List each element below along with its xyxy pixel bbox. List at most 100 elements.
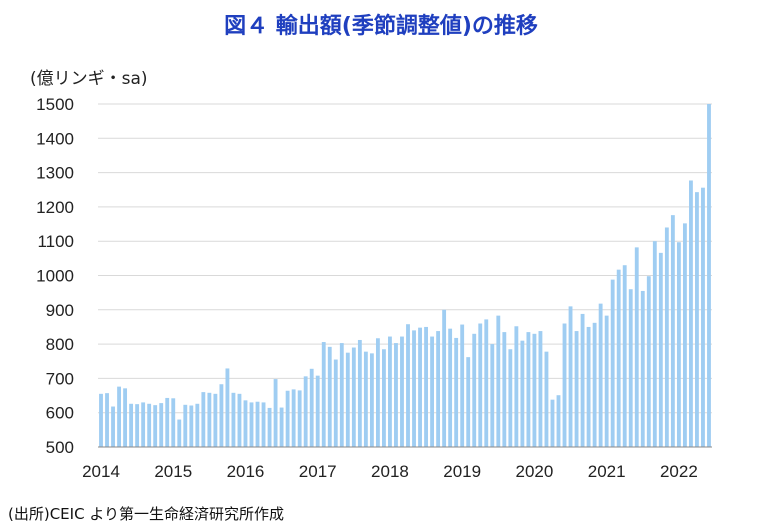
bar (676, 242, 681, 447)
bar (375, 338, 380, 447)
bar (460, 324, 465, 447)
bar (442, 309, 447, 447)
bar (147, 403, 152, 447)
bar (261, 402, 266, 447)
bar (526, 332, 531, 447)
y-tick-label: 900 (46, 301, 74, 320)
bar (574, 331, 579, 447)
bar (400, 336, 404, 447)
x-tick-label: 2017 (299, 462, 337, 481)
y-tick-label: 1300 (36, 164, 74, 183)
bar (339, 343, 344, 447)
bar (634, 247, 639, 447)
x-tick-label: 2018 (371, 462, 409, 481)
source-note: (出所)CEIC より第一生命経済研究所作成 (8, 505, 285, 523)
chart-title: 図４ 輸出額(季節調整値)の推移 (224, 14, 538, 39)
bar (628, 289, 633, 447)
bar (640, 290, 645, 447)
x-axis-tick-labels: 2014 2015 2016 2017 2018 2019 2020 2021 2022 (82, 462, 698, 481)
bar (532, 333, 537, 447)
bar (682, 223, 687, 447)
bar (562, 323, 567, 447)
bar (658, 252, 663, 447)
bar (472, 333, 477, 447)
bar (171, 398, 176, 447)
bar (538, 331, 543, 447)
bar (670, 215, 675, 447)
bar (183, 404, 188, 447)
y-tick-label: 1400 (36, 129, 74, 148)
bar (652, 241, 657, 447)
bar (189, 405, 194, 447)
bar (484, 319, 489, 447)
bar (105, 393, 109, 447)
bar (309, 368, 314, 447)
bar (129, 403, 134, 447)
bar (496, 315, 501, 447)
bar (165, 397, 170, 447)
bar (159, 403, 164, 447)
x-tick-label: 2016 (227, 462, 265, 481)
bar (701, 187, 705, 447)
bar (430, 336, 435, 447)
bar (394, 343, 398, 447)
bar (249, 402, 254, 447)
y-tick-label: 1200 (36, 198, 74, 217)
bar (153, 405, 158, 447)
x-tick-label: 2021 (588, 462, 626, 481)
x-tick-label: 2015 (154, 462, 192, 481)
bar (351, 347, 356, 447)
bar (243, 400, 248, 447)
bar (586, 326, 591, 447)
y-tick-label: 800 (46, 335, 74, 354)
bar (273, 379, 278, 447)
bar (321, 342, 326, 447)
y-tick-label: 1500 (36, 95, 74, 114)
bar (225, 368, 230, 447)
bar (520, 340, 525, 447)
bar (195, 403, 200, 447)
y-tick-label: 700 (46, 369, 74, 388)
x-tick-label: 2019 (443, 462, 481, 481)
bar (279, 407, 284, 447)
bar (219, 384, 224, 447)
bar (382, 349, 386, 447)
bar (508, 349, 513, 447)
bar (502, 332, 507, 447)
bar (454, 337, 459, 447)
gridlines (98, 103, 712, 414)
bar (388, 336, 392, 447)
export-value-bar-chart: 500600700800900100011001200130014001500 … (36, 95, 712, 481)
bar (436, 331, 441, 447)
bar (598, 303, 603, 447)
y-tick-label: 600 (46, 404, 74, 423)
bar (556, 395, 561, 447)
y-tick-label: 500 (46, 438, 74, 457)
bar (123, 388, 128, 447)
bar (369, 353, 374, 447)
bar (207, 392, 212, 447)
bar-series (99, 104, 711, 448)
bar (610, 279, 615, 447)
bar (448, 328, 453, 447)
bar (357, 339, 362, 447)
bar (646, 276, 651, 447)
bar (695, 192, 699, 447)
bar (363, 351, 368, 447)
y-axis-unit-label: (億リンギ・sa) (30, 69, 148, 89)
bar (267, 407, 272, 447)
bar (568, 306, 573, 447)
bar (285, 390, 290, 447)
x-tick-label: 2020 (516, 462, 554, 481)
bar (424, 326, 428, 447)
bar (616, 269, 621, 447)
y-tick-label: 1100 (37, 232, 74, 251)
bar (177, 419, 182, 447)
bar (466, 357, 471, 447)
bar (592, 322, 597, 447)
bar (303, 376, 308, 447)
bar (550, 399, 555, 447)
y-tick-label: 1000 (36, 267, 74, 286)
bar (604, 315, 609, 447)
bar (412, 330, 416, 447)
